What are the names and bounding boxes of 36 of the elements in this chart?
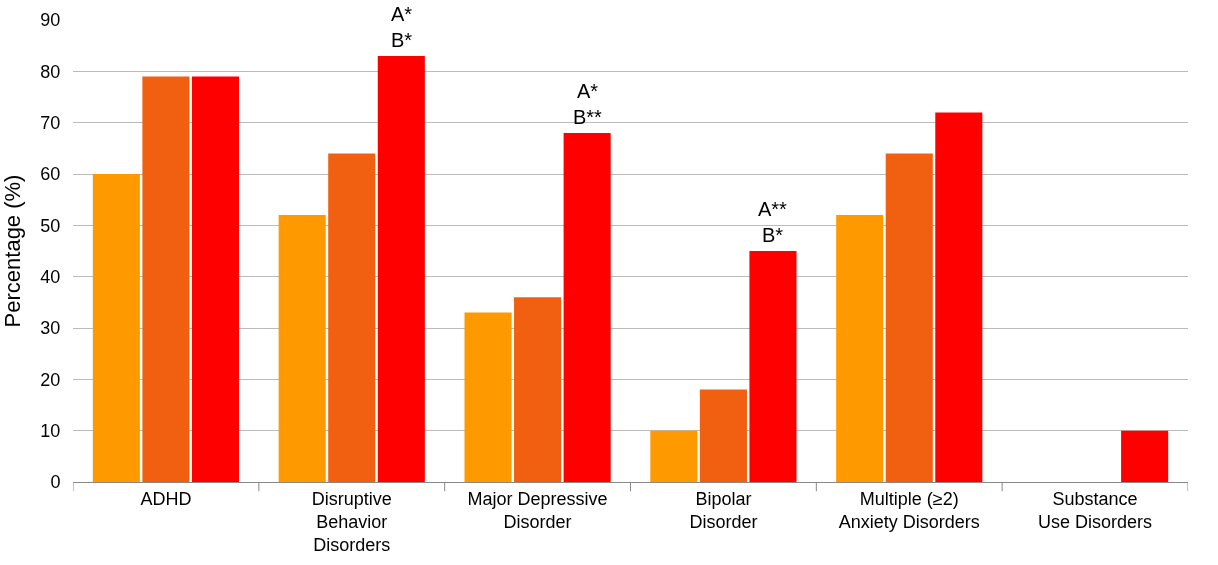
bar bbox=[836, 215, 884, 482]
bar bbox=[563, 132, 611, 482]
x-tick-label: Bipolar Disorder bbox=[689, 488, 758, 532]
y-axis-title: Percentage (%) bbox=[0, 174, 25, 328]
y-tick-label: 70 bbox=[40, 112, 61, 133]
bar bbox=[749, 251, 797, 482]
bar bbox=[885, 153, 933, 482]
y-tick-label: 30 bbox=[40, 318, 61, 339]
y-tick-label: 20 bbox=[40, 369, 61, 390]
bar bbox=[92, 174, 140, 482]
y-tick-label: 90 bbox=[40, 10, 61, 31]
y-tick-label: 40 bbox=[40, 266, 61, 287]
x-tick-label: Major Depressive Disorder bbox=[467, 488, 608, 532]
x-tick-label: Multiple (≥2) Anxiety Disorders bbox=[838, 488, 980, 532]
bar bbox=[142, 76, 190, 482]
bar bbox=[514, 297, 562, 482]
bar bbox=[935, 112, 983, 482]
y-tick-label: 80 bbox=[40, 61, 61, 82]
bar bbox=[699, 389, 747, 482]
bar bbox=[650, 430, 698, 482]
annotation: A* B** bbox=[573, 80, 603, 128]
bar bbox=[377, 55, 425, 482]
y-tick-label: 10 bbox=[40, 420, 61, 441]
y-tick-label: 0 bbox=[50, 472, 61, 493]
bar bbox=[278, 215, 326, 482]
bar bbox=[328, 153, 376, 482]
x-tick-label: Disruptive Behavior Disorders bbox=[311, 488, 392, 556]
y-tick-label: 60 bbox=[40, 164, 61, 185]
x-tick-label: ADHD bbox=[140, 488, 192, 509]
y-tick-label: 50 bbox=[40, 215, 61, 236]
bar bbox=[464, 312, 512, 482]
annotation: A* B* bbox=[391, 3, 413, 51]
bar bbox=[1121, 430, 1169, 482]
x-tick-label: Substance Use Disorders bbox=[1038, 488, 1153, 532]
annotation: A** B* bbox=[758, 198, 788, 246]
bar bbox=[191, 76, 240, 482]
